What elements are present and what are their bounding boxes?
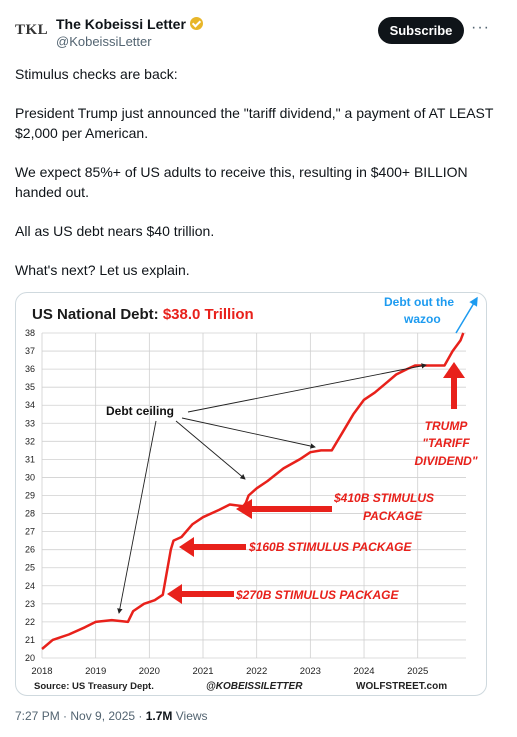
x-tick-label: 2022 — [246, 666, 267, 677]
y-tick-label: 36 — [25, 364, 35, 374]
stimulus-270-label: $270B STIMULUS PACKAGE — [235, 588, 399, 602]
trump-label: TRUMP — [425, 419, 469, 433]
stimulus-410-arrow — [236, 499, 332, 519]
y-axis-ticks: 20 21 22 23 24 25 26 27 28 29 30 31 32 33 34 35 36 37 38 — [25, 328, 35, 663]
tweet-paragraph: We expect 85%+ of US adults to receive t… — [15, 164, 472, 200]
y-tick-label: 31 — [25, 454, 35, 464]
y-tick-label: 27 — [25, 527, 35, 537]
author-name-text[interactable]: The Kobeissi Letter — [56, 16, 186, 32]
y-tick-label: 25 — [25, 563, 35, 573]
y-tick-label: 22 — [25, 617, 35, 627]
debt-ceiling-label: Debt ceiling — [106, 404, 174, 418]
author-handle[interactable]: @KobeissiLetter — [56, 34, 152, 49]
tweet-paragraph: What's next? Let us explain. — [15, 262, 190, 278]
more-options-icon[interactable]: ··· — [471, 19, 490, 36]
debt-ceiling-arrows — [117, 363, 427, 614]
trump-label-3: DIVIDEND" — [414, 454, 477, 468]
x-tick-label: 2025 — [407, 666, 428, 677]
wazoo-arrow — [455, 296, 478, 334]
y-tick-label: 29 — [25, 491, 35, 501]
chart-handle: @KOBEISSILETTER — [206, 681, 303, 692]
chart-grid — [41, 332, 466, 659]
y-tick-label: 20 — [25, 653, 35, 663]
x-tick-label: 2021 — [192, 666, 213, 677]
wazoo-label: Debt out the — [384, 295, 454, 309]
chart-title: US National Debt: $38.0 Trillion — [32, 306, 254, 323]
trump-label-2: "TARIFF — [422, 436, 470, 450]
y-tick-label: 21 — [25, 635, 35, 645]
x-axis-ticks: 2018 2019 2020 2021 2022 2023 2024 2025 — [31, 666, 428, 677]
chart-source: Source: US Treasury Dept. — [34, 681, 154, 692]
tweet-paragraph: All as US debt nears $40 trillion. — [15, 223, 215, 239]
author-name[interactable]: The Kobeissi Letter — [56, 16, 203, 32]
y-tick-label: 34 — [25, 400, 35, 410]
tweet-timestamp[interactable]: 7:27 PM · Nov 9, 2025 · — [15, 709, 146, 723]
y-tick-label: 32 — [25, 436, 35, 446]
y-tick-label: 33 — [25, 418, 35, 428]
avatar[interactable]: TKL — [15, 22, 49, 38]
stimulus-160-label: $160B STIMULUS PACKAGE — [248, 540, 412, 554]
views-label: Views — [172, 709, 208, 723]
y-tick-label: 37 — [25, 346, 35, 356]
tweet-meta: 7:27 PM · Nov 9, 2025 · 1.7M Views — [15, 709, 208, 723]
y-tick-label: 26 — [25, 545, 35, 555]
x-tick-label: 2024 — [353, 666, 374, 677]
y-tick-label: 23 — [25, 599, 35, 609]
stimulus-410-label: $410B STIMULUS — [333, 491, 434, 505]
subscribe-button[interactable]: Subscribe — [378, 17, 464, 44]
tweet-header: TKL The Kobeissi Letter @KobeissiLetter … — [0, 0, 517, 56]
debt-chart: US National Debt: $38.0 Trillion 2021222… — [25, 295, 478, 692]
stimulus-410-label-2: PACKAGE — [363, 509, 423, 523]
y-tick-label: 30 — [25, 472, 35, 482]
trump-arrow — [443, 362, 465, 409]
y-tick-label: 35 — [25, 382, 35, 392]
y-tick-label: 24 — [25, 581, 35, 591]
tweet-image[interactable]: US National Debt: $38.0 Trillion 20 21 22 2… — [15, 292, 487, 696]
y-tick-label: 38 — [25, 328, 35, 338]
wazoo-label-2: wazoo — [403, 312, 441, 326]
tweet-paragraph: Stimulus checks are back: — [15, 66, 178, 82]
x-tick-label: 2020 — [139, 666, 160, 677]
x-tick-label: 2023 — [300, 666, 321, 677]
y-tick-label: 28 — [25, 509, 35, 519]
tweet-text: Stimulus checks are back: President Trum… — [15, 64, 495, 299]
tweet-paragraph: President Trump just announced the "tari… — [15, 105, 498, 141]
view-count: 1.7M — [145, 709, 173, 723]
chart-site: WOLFSTREET.com — [356, 681, 447, 692]
x-tick-label: 2019 — [85, 666, 106, 677]
verified-badge-icon — [189, 17, 203, 30]
stimulus-160-arrow — [179, 537, 246, 557]
x-tick-label: 2018 — [31, 666, 52, 677]
stimulus-270-arrow — [167, 584, 234, 604]
